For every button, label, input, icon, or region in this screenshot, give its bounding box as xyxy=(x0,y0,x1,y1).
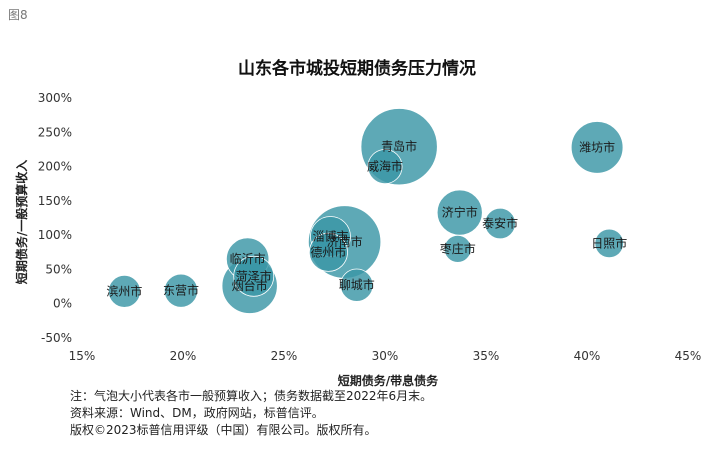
y-tick-label: 250% xyxy=(38,125,72,139)
bubble-label-11: 济宁市 xyxy=(442,205,478,220)
bubble-label-0: 滨州市 xyxy=(106,283,142,298)
chart-title: 山东各市城投短期债务压力情况 xyxy=(238,58,476,79)
bubble-label-15: 日照市 xyxy=(591,235,627,250)
bubble-3 xyxy=(233,255,275,297)
y-tick-label: -50% xyxy=(41,331,72,345)
x-tick-label: 30% xyxy=(372,349,399,363)
bubble-label-2: 临沂市 xyxy=(230,251,266,266)
bubble-label-13: 泰安市 xyxy=(482,215,518,230)
y-tick-label: 100% xyxy=(38,228,72,242)
bubble-11 xyxy=(436,189,483,236)
bubbles-layer xyxy=(108,108,624,314)
bubble-13 xyxy=(484,207,516,240)
bubble-10 xyxy=(367,149,403,185)
y-axis-label: 短期债务/一般预算收入 xyxy=(14,160,29,284)
y-tick-label: 300% xyxy=(38,91,72,105)
figure-label: 图8 xyxy=(8,8,28,22)
bubble-label-9: 青岛市 xyxy=(381,139,417,154)
x-tick-label: 40% xyxy=(574,349,601,363)
x-tick-label: 15% xyxy=(69,349,96,363)
bubble-8 xyxy=(340,268,374,302)
bubble-label-5: 淄博市 xyxy=(312,229,348,244)
bubble-label-6: 济南市 xyxy=(327,234,363,249)
bubble-12 xyxy=(443,234,472,263)
x-tick-label: 35% xyxy=(473,349,500,363)
bubble-14 xyxy=(570,121,624,174)
x-tick-label: 45% xyxy=(675,349,702,363)
bubble-label-12: 枣庄市 xyxy=(440,241,476,256)
chart-notes: 注：气泡大小代表各市一般预算收入；债务数据截至2022年6月末。 资料来源：Wi… xyxy=(70,388,432,439)
bubble-label-10: 威海市 xyxy=(367,159,403,174)
bubble-label-14: 潍坊市 xyxy=(579,139,615,154)
bubble-label-8: 聊城市 xyxy=(339,277,375,292)
source-line: 资料来源：Wind、DM，政府网站，标普信评。 xyxy=(70,406,324,420)
bubble-label-1: 东营市 xyxy=(163,283,199,298)
note-line: 注：气泡大小代表各市一般预算收入；债务数据截至2022年6月末。 xyxy=(70,389,433,403)
bubble-0 xyxy=(108,274,141,308)
y-tick-label: 150% xyxy=(38,194,72,208)
bubble-label-3: 菏泽市 xyxy=(236,268,272,283)
bubble-7 xyxy=(308,232,348,272)
x-tick-label: 20% xyxy=(170,349,197,363)
x-axis-label: 短期债务/带息债务 xyxy=(338,373,439,388)
bubble-label-4: 烟台市 xyxy=(232,278,268,293)
y-axis-ticks: -50% 0% 50% 100% 150% 200% 250% 300% xyxy=(38,91,72,345)
x-axis-ticks: 15% 20% 25% 30% 35% 40% 45% xyxy=(69,349,702,363)
bubble-15 xyxy=(594,228,624,259)
y-tick-label: 200% xyxy=(38,160,72,174)
copyright-line: 版权©2023标普信用评级（中国）有限公司。版权所有。 xyxy=(70,423,377,437)
bubble-label-7: 德州市 xyxy=(310,244,346,259)
y-tick-label: 50% xyxy=(45,262,72,276)
y-tick-label: 0% xyxy=(53,297,72,311)
bubble-1 xyxy=(163,273,199,308)
x-tick-label: 25% xyxy=(271,349,298,363)
